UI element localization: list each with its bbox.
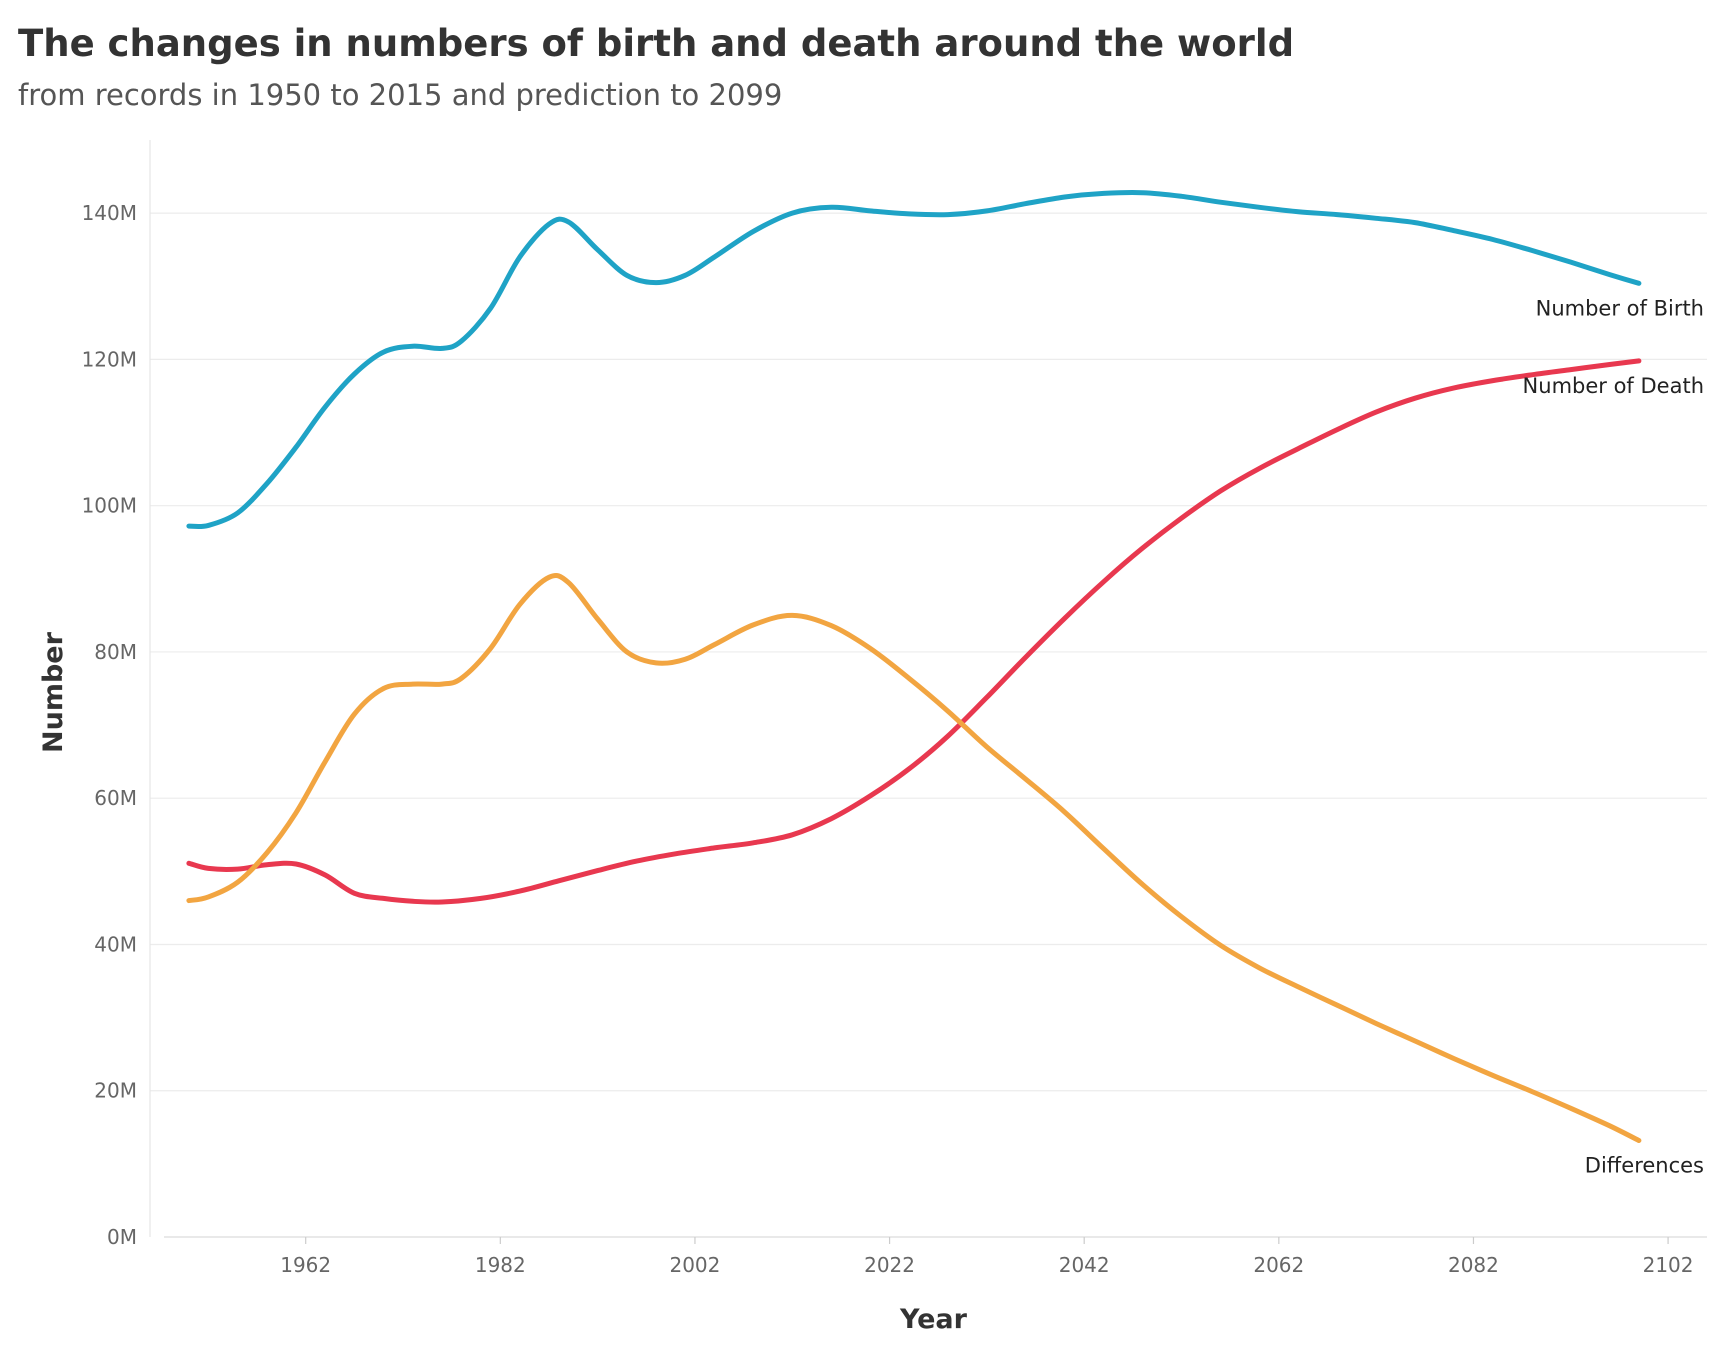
y-tick-label: 140M (82, 201, 137, 225)
y-axis-ticks: 0M 20M 40M 60M 80M 100M 120M 140M (82, 201, 137, 1249)
y-tick-label: 0M (107, 1225, 137, 1249)
y-tick-label: 20M (94, 1079, 137, 1103)
x-tick-label: 2022 (864, 1253, 915, 1277)
series-line-number-of-birth (186, 190, 1642, 530)
x-tick-label: 2042 (1059, 1253, 1110, 1277)
y-tick-label: 40M (94, 932, 137, 956)
series-label-differences: Differences (1585, 1153, 1704, 1177)
y-tick-label: 80M (94, 640, 137, 664)
chart-title: The changes in numbers of birth and deat… (18, 22, 1295, 65)
y-axis-title: Number (38, 631, 69, 753)
gridlines (150, 212, 1707, 1092)
series-line-number-of-death (186, 358, 1642, 905)
x-tick-label: 2102 (1643, 1253, 1694, 1277)
x-tick-label: 1982 (475, 1253, 526, 1277)
x-tick-label: 1962 (280, 1253, 331, 1277)
series-lines (186, 190, 1642, 1143)
x-axis-ticks: 1962 1982 2002 2022 2042 2062 2082 2102 (280, 1237, 1694, 1277)
x-tick-label: 2002 (669, 1253, 720, 1277)
series-label-number-of-birth: Number of Birth (1536, 296, 1704, 320)
y-tick-label: 60M (94, 786, 137, 810)
x-axis-title: Year (899, 1304, 968, 1335)
x-tick-label: 2082 (1448, 1253, 1499, 1277)
y-tick-label: 120M (82, 347, 137, 371)
series-label-number-of-death: Number of Death (1523, 374, 1704, 398)
chart-subtitle: from records in 1950 to 2015 and predict… (18, 78, 783, 112)
x-tick-label: 2062 (1253, 1253, 1304, 1277)
series-labels: Number of Birth Number of Death Difference… (1523, 296, 1704, 1177)
y-tick-label: 100M (82, 494, 137, 518)
series-line-differences (186, 573, 1642, 1143)
